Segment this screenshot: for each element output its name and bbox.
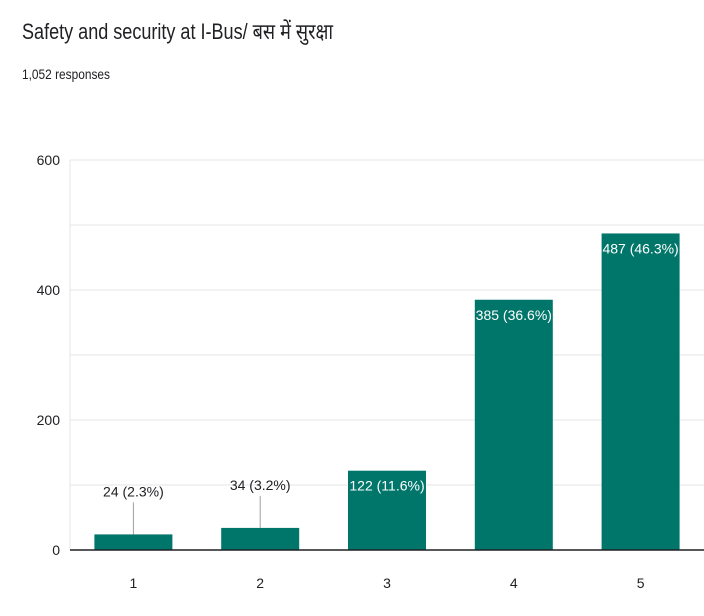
x-tick-label: 4 — [510, 575, 518, 591]
data-label: 487 (46.3%) — [602, 240, 678, 256]
y-tick-label: 600 — [37, 152, 61, 168]
bar-1 — [94, 534, 173, 550]
data-label: 24 (2.3%) — [103, 483, 164, 499]
bar-2 — [221, 527, 300, 550]
y-tick-label: 0 — [52, 542, 60, 558]
data-label: 385 (36.6%) — [476, 307, 552, 323]
bar-5 — [601, 233, 680, 550]
data-label: 122 (11.6%) — [349, 478, 424, 494]
response-count: 1,052 responses — [22, 66, 111, 82]
x-tick-label: 2 — [256, 575, 264, 591]
bar-3 — [348, 470, 426, 550]
x-tick-label: 5 — [637, 575, 645, 591]
bar-4 — [474, 299, 553, 550]
y-tick-label: 200 — [37, 412, 61, 428]
x-tick-label: 1 — [130, 575, 138, 591]
data-label: 34 (3.2%) — [230, 477, 291, 493]
chart-title: Safety and security at I-Bus/ बस में सुर… — [22, 19, 334, 44]
y-tick-label: 400 — [37, 282, 61, 298]
x-tick-label: 3 — [383, 575, 391, 591]
